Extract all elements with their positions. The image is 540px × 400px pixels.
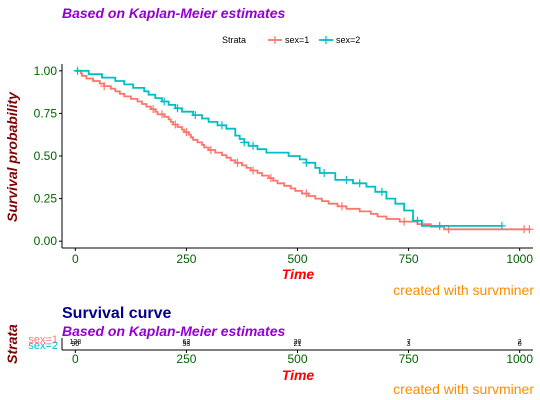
km-y-tick-label: 0.25 — [34, 192, 58, 206]
censor-mark — [217, 121, 226, 130]
table-cell: 53 — [183, 341, 191, 348]
km-x-tick-label: 500 — [287, 252, 307, 266]
censor-mark — [206, 146, 215, 155]
table-cell: 21 — [294, 341, 302, 348]
censor-mark — [497, 221, 506, 230]
censor-mark — [249, 166, 258, 175]
legend-item-sex-1: sex=1 — [268, 35, 309, 45]
censor-mark — [337, 202, 346, 211]
risk-table: sex=1 138 62 20 7 2 sex=2 90 53 21 3 0 0 250 500 750 100… — [28, 334, 533, 366]
censor-mark — [160, 97, 169, 106]
km-caption: created with survminer — [393, 282, 534, 298]
km-y-tick-label: 1.00 — [34, 64, 58, 78]
table-cell: 2 — [518, 339, 522, 346]
km-x-axis-label: Time — [282, 266, 315, 282]
legend-label: sex=2 — [336, 35, 360, 45]
legend-item-sex-2: sex=2 — [319, 35, 360, 45]
km-y-axis-label: Survival probability — [4, 91, 20, 222]
censor-mark — [249, 141, 258, 150]
censor-mark — [320, 169, 329, 178]
censor-mark — [233, 158, 242, 167]
censor-mark — [400, 217, 409, 226]
table-x-tick-label: 250 — [176, 352, 196, 366]
censor-mark — [342, 175, 351, 184]
table-cell: 20 — [294, 339, 302, 346]
table-cell: 90 — [71, 341, 79, 348]
km-y-tick-label: 0.00 — [34, 234, 58, 248]
legend: Strata sex=1 sex=2 — [222, 35, 360, 45]
censor-mark — [355, 179, 364, 188]
censor-mark — [171, 120, 180, 129]
censor-mark — [73, 66, 82, 75]
censor-mark — [182, 128, 191, 137]
censor-mark — [302, 158, 311, 167]
censor-mark — [266, 174, 275, 183]
km-subtitle: Based on Kaplan-Meier estimates — [62, 5, 286, 21]
km-axes: 0.00 0.25 0.50 0.75 1.00 0 250 500 750 1000 — [34, 64, 534, 266]
table-row-label: sex=1 — [28, 334, 58, 346]
censor-mark — [173, 104, 182, 113]
km-y-tick-label: 0.75 — [34, 106, 58, 120]
censor-mark — [413, 216, 422, 225]
censor-mark — [240, 138, 249, 147]
censor-mark — [525, 225, 534, 234]
censor-mark — [191, 111, 200, 120]
table-caption: created with survminer — [393, 381, 534, 397]
table-x-axis-label: Time — [282, 367, 315, 383]
table-x-tick-label: 750 — [399, 352, 419, 366]
table-x-tick-label: 1000 — [506, 352, 533, 366]
table-cell: 3 — [407, 341, 411, 348]
censor-mark — [435, 221, 444, 230]
km-x-tick-label: 250 — [176, 252, 196, 266]
censor-mark — [100, 82, 109, 91]
table-row-label: sex=2 — [28, 340, 58, 352]
table-title: Survival curve — [62, 305, 172, 322]
table-cell: 0 — [518, 341, 522, 348]
km-curve-sex-2 — [75, 69, 502, 227]
table-x-tick-label: 500 — [287, 352, 307, 366]
censor-mark — [377, 187, 386, 196]
table-y-axis-label: Strata — [4, 324, 20, 364]
km-x-tick-label: 0 — [72, 252, 79, 266]
censor-mark — [149, 105, 158, 114]
legend-title: Strata — [222, 35, 246, 45]
km-x-tick-label: 1000 — [506, 252, 533, 266]
censor-mark — [302, 189, 311, 198]
km-curve-sex-1 — [75, 69, 530, 231]
table-subtitle: Based on Kaplan-Meier estimates — [62, 323, 286, 339]
km-y-tick-label: 0.50 — [34, 149, 58, 163]
censor-mark — [157, 110, 166, 119]
km-x-tick-label: 750 — [399, 252, 419, 266]
km-curves — [73, 66, 534, 234]
table-cell: 62 — [183, 339, 191, 346]
table-cell: 138 — [69, 339, 81, 346]
legend-label: sex=1 — [285, 35, 309, 45]
table-x-tick-label: 0 — [72, 352, 79, 366]
table-cell: 7 — [407, 339, 411, 346]
